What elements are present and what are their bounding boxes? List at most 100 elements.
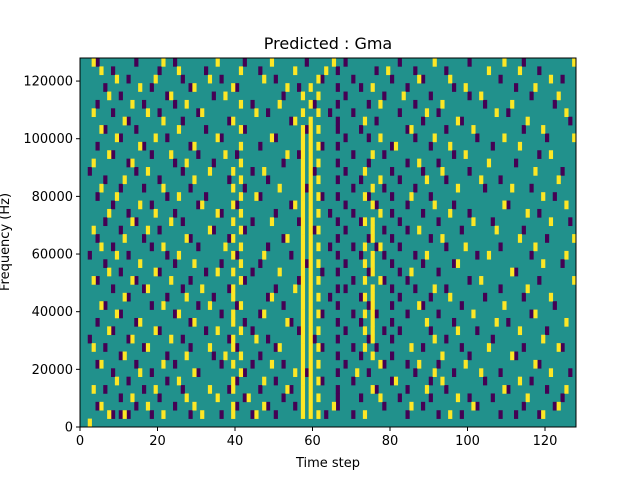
heatmap-cell-high: [370, 200, 375, 210]
heatmap-cell-high: [316, 158, 321, 168]
heatmap-cell-high: [300, 334, 306, 344]
heatmap-cell-high: [238, 66, 244, 76]
heatmap-cell-low: [219, 410, 224, 419]
heatmap-cell-high: [300, 301, 306, 310]
heatmap-cell-high: [122, 116, 127, 126]
heatmap-cell-low: [343, 58, 348, 67]
heatmap-cell-low: [126, 116, 131, 126]
heatmap-cell-low: [521, 343, 526, 352]
heatmap-cell-high: [192, 368, 197, 377]
heatmap-cell-low: [459, 301, 464, 310]
heatmap-cell-high: [448, 208, 453, 218]
heatmap-cell-low: [459, 343, 464, 352]
heatmap-cell-low: [413, 250, 418, 260]
heatmap-cell-high: [300, 267, 306, 277]
x-tick-label: 0: [76, 434, 84, 449]
heatmap-cell-high: [463, 83, 468, 92]
heatmap-cell-high: [99, 401, 104, 411]
heatmap-cell-low: [335, 393, 340, 403]
heatmap-cell-low: [312, 225, 317, 235]
heatmap-cell-low: [289, 200, 294, 210]
heatmap-cell-high: [362, 259, 368, 268]
heatmap-cell-low: [529, 91, 534, 101]
heatmap-cell-high: [192, 259, 197, 268]
heatmap-cell-low: [529, 183, 534, 193]
heatmap-cell-high: [486, 66, 492, 76]
heatmap-cell-low: [126, 376, 131, 386]
heatmap-cell-high: [231, 116, 236, 126]
heatmap-cell-low: [467, 58, 472, 67]
heatmap-cell-low: [382, 276, 387, 285]
heatmap-cell-high: [192, 141, 197, 151]
heatmap-cell-high: [517, 66, 523, 76]
heatmap-cell-low: [180, 334, 185, 344]
heatmap-cell-low: [103, 217, 108, 227]
heatmap-cell-high: [300, 368, 306, 377]
heatmap-cell-high: [316, 125, 321, 134]
heatmap-cell-low: [444, 66, 449, 76]
heatmap-cell-high: [316, 208, 321, 218]
heatmap-cell-high: [308, 259, 313, 268]
heatmap-cell-low: [173, 99, 178, 109]
heatmap-cell-high: [316, 192, 321, 201]
heatmap-cell-low: [374, 242, 379, 252]
heatmap-cell-low: [428, 376, 433, 386]
heatmap-cell-low: [335, 217, 340, 227]
heatmap-cell-high: [238, 301, 244, 310]
heatmap-cell-low: [312, 99, 317, 109]
heatmap-cell-low: [351, 208, 356, 218]
heatmap-cell-low: [405, 276, 410, 285]
heatmap-cell-high: [424, 385, 430, 394]
heatmap-cell-high: [564, 385, 569, 394]
heatmap-cell-low: [405, 385, 410, 394]
heatmap-cell-high: [169, 217, 174, 227]
heatmap-cell-high: [262, 167, 267, 176]
heatmap-cell-low: [320, 192, 325, 201]
heatmap-cell-low: [343, 359, 348, 369]
heatmap-cell-low: [173, 359, 178, 369]
heatmap-cell-low: [196, 301, 201, 310]
heatmap-cell-low: [219, 359, 224, 369]
heatmap-cell-low: [281, 158, 286, 168]
heatmap-cell-low: [235, 250, 240, 260]
heatmap-cell-high: [316, 141, 321, 151]
heatmap-cell-high: [87, 418, 92, 428]
heatmap-cell-high: [122, 175, 127, 185]
heatmap-cell-high: [238, 225, 244, 235]
heatmap-cell-high: [300, 200, 306, 210]
heatmap-cell-low: [235, 343, 240, 352]
heatmap-cell-high: [556, 175, 561, 185]
heatmap-cell-high: [246, 393, 251, 403]
heatmap-cell-low: [335, 99, 340, 109]
heatmap-cell-low: [281, 234, 286, 243]
heatmap-cell-low: [335, 83, 340, 92]
heatmap-cell-high: [308, 284, 313, 294]
heatmap-cell-high: [145, 108, 151, 118]
heatmap-cell-low: [444, 175, 449, 185]
heatmap-cell-high: [541, 192, 546, 201]
heatmap-cell-high: [494, 225, 499, 235]
heatmap-cell-high: [541, 125, 546, 134]
heatmap-cell-high: [153, 74, 158, 84]
heatmap-cell-high: [370, 83, 375, 92]
heatmap-cell-low: [142, 385, 147, 394]
heatmap-cell-low: [258, 192, 263, 201]
heatmap-cell-high: [138, 141, 143, 151]
x-tick-label: 120: [533, 434, 558, 449]
heatmap-cell-high: [207, 301, 213, 310]
heatmap-cell-high: [316, 225, 321, 235]
heatmap-cell-low: [157, 267, 162, 277]
heatmap-cell-low: [428, 91, 433, 101]
heatmap-cell-high: [192, 83, 197, 92]
heatmap-cell-high: [564, 317, 569, 327]
heatmap-cell-low: [374, 116, 379, 126]
heatmap-cell-low: [359, 393, 364, 403]
heatmap-cell-high: [293, 368, 298, 377]
heatmap-cell-low: [173, 309, 178, 319]
heatmap-cell-low: [188, 276, 193, 285]
heatmap-cell-low: [320, 309, 325, 319]
heatmap-cell-high: [231, 250, 236, 260]
heatmap-cell-high: [300, 326, 306, 336]
heatmap-cell-high: [533, 242, 538, 252]
heatmap-cell-low: [335, 175, 340, 185]
